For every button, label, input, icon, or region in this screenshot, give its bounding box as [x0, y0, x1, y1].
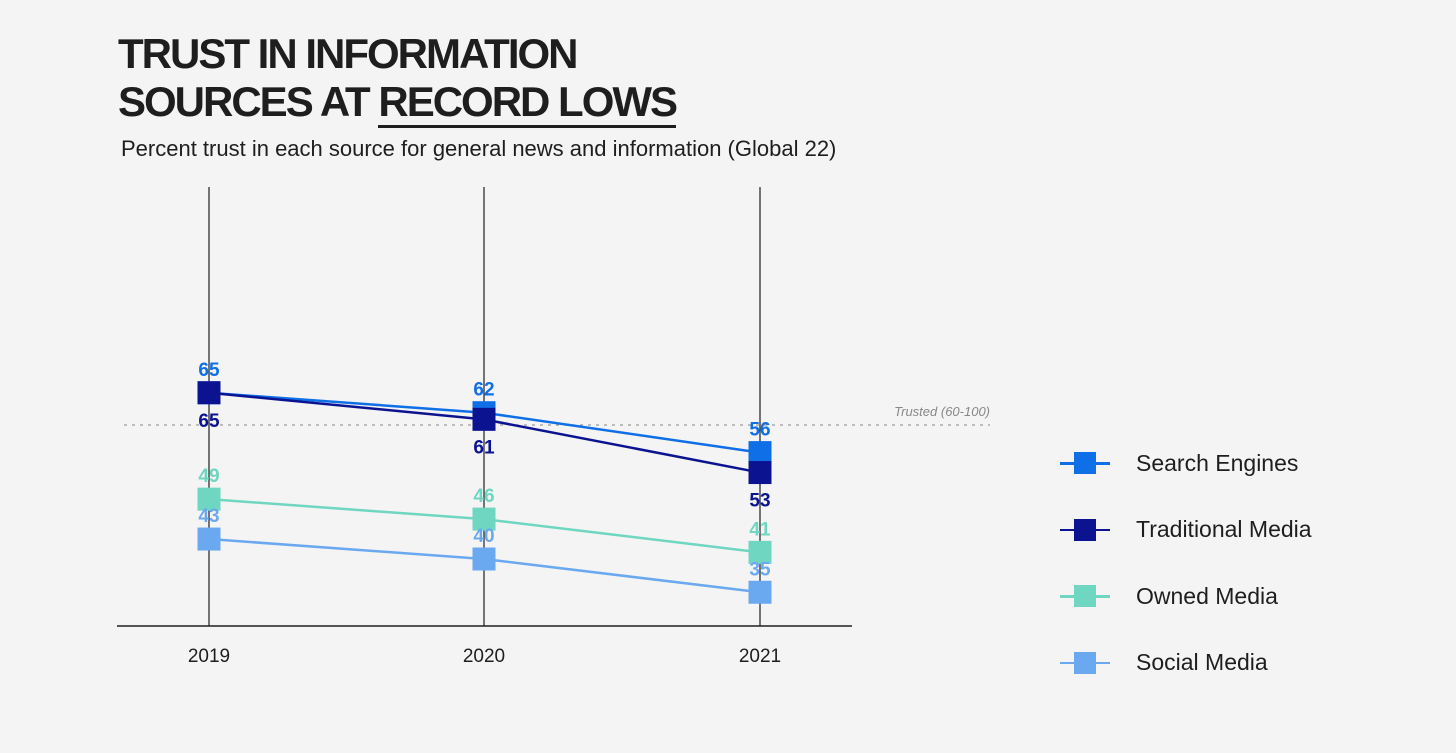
data-point-search-engines-2021 — [748, 441, 772, 465]
data-point-traditional-media-2019 — [197, 381, 221, 405]
data-point-owned-media-2021 — [748, 540, 772, 564]
legend-marker-social-media — [1074, 651, 1096, 674]
x-tick-label-2020: 2020 — [463, 646, 505, 667]
legend-marker-search-engines — [1074, 452, 1096, 475]
data-point-social-media-2019 — [197, 527, 221, 551]
data-point-owned-media-2020 — [472, 507, 496, 531]
legend-item-search-engines: Search Engines — [1060, 430, 1312, 497]
data-label-search-engines-2019: 65 — [198, 360, 220, 381]
legend-label-owned-media: Owned Media — [1136, 582, 1278, 609]
legend-label-search-engines: Search Engines — [1136, 449, 1299, 476]
title-line-2-prefix: SOURCES AT — [118, 78, 379, 125]
data-label-traditional-media-2021: 53 — [749, 491, 770, 512]
legend-swatch-search-engines — [1060, 452, 1110, 475]
title-emphasis: RECORD LOWS — [378, 78, 678, 128]
legend: Search Engines Traditional Media Owned M… — [1060, 430, 1312, 696]
legend-label-social-media: Social Media — [1136, 649, 1268, 676]
data-label-social-media-2019: 43 — [198, 506, 219, 527]
data-point-traditional-media-2020 — [472, 407, 496, 431]
title-line-1: TRUST IN INFORMATION — [118, 30, 579, 77]
data-point-social-media-2021 — [748, 580, 772, 604]
chart-title: TRUST IN INFORMATION SOURCES AT RECORD L… — [118, 30, 678, 128]
data-label-owned-media-2021: 41 — [749, 519, 771, 540]
data-label-owned-media-2019: 49 — [198, 466, 219, 487]
data-label-traditional-media-2020: 61 — [473, 437, 495, 458]
legend-swatch-social-media — [1060, 651, 1110, 674]
data-label-traditional-media-2019: 65 — [198, 411, 220, 432]
chart-subtitle: Percent trust in each source for general… — [121, 136, 837, 161]
data-point-traditional-media-2021 — [748, 461, 772, 485]
data-label-owned-media-2020: 46 — [473, 486, 494, 507]
legend-item-traditional-media: Traditional Media — [1060, 497, 1312, 564]
legend-item-social-media: Social Media — [1060, 630, 1312, 697]
data-point-owned-media-2019 — [197, 487, 221, 511]
data-label-social-media-2021: 35 — [749, 559, 771, 580]
legend-item-owned-media: Owned Media — [1060, 563, 1312, 630]
legend-marker-owned-media — [1074, 585, 1096, 608]
data-label-search-engines-2020: 62 — [473, 380, 494, 401]
x-tick-label-2021: 2021 — [739, 646, 781, 667]
legend-marker-traditional-media — [1074, 518, 1096, 541]
data-point-social-media-2020 — [472, 547, 496, 571]
data-label-search-engines-2021: 56 — [749, 420, 770, 441]
x-tick-label-2019: 2019 — [188, 646, 230, 667]
legend-swatch-owned-media — [1060, 585, 1110, 608]
legend-swatch-traditional-media — [1060, 518, 1110, 541]
trusted-threshold-label: Trusted (60-100) — [894, 404, 990, 419]
data-label-social-media-2020: 40 — [473, 526, 494, 547]
legend-label-traditional-media: Traditional Media — [1136, 516, 1312, 543]
title-line-2: SOURCES AT RECORD LOWS — [118, 78, 678, 128]
